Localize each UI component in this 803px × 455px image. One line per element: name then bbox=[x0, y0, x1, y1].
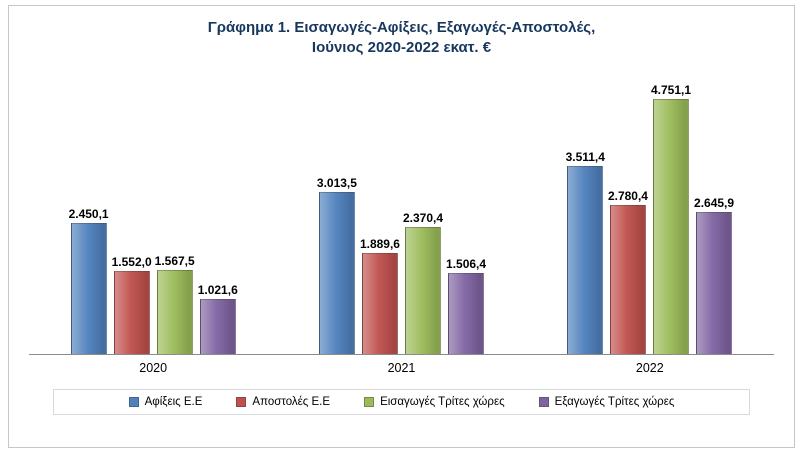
bar-value-label: 2.370,4 bbox=[402, 210, 444, 225]
barwrap: 2.780,4 bbox=[608, 67, 648, 354]
legend-swatch-icon bbox=[128, 396, 139, 407]
bar-series-0-cat-2021 bbox=[318, 191, 355, 354]
bar-series-2-cat-2022 bbox=[653, 98, 689, 354]
x-axis-labels: 2020 2021 2022 bbox=[29, 355, 774, 375]
x-axis-label-2020: 2020 bbox=[139, 360, 168, 375]
chart-legend: Αφίξεις Ε.Ε Αποστολές Ε.Ε Εισαγωγές Τρίτες… bbox=[53, 388, 750, 415]
legend-swatch-icon bbox=[538, 396, 549, 407]
barwrap: 2.370,4 bbox=[403, 67, 443, 354]
legend-label: Εισαγωγές Τρίτες χώρες bbox=[380, 395, 505, 408]
bar-value-label: 1.567,5 bbox=[154, 253, 195, 268]
legend-item-3: Εξαγωγές Τρίτες χώρες bbox=[538, 395, 675, 408]
barwrap: 1.021,6 bbox=[198, 67, 238, 354]
legend-label: Αποστολές Ε.Ε bbox=[252, 395, 331, 408]
barwrap: 3.013,5 bbox=[317, 67, 357, 354]
legend-item-0: Αφίξεις Ε.Ε bbox=[128, 395, 203, 408]
bar-value-label: 1.889,6 bbox=[359, 236, 400, 251]
legend-item-1: Αποστολές Ε.Ε bbox=[236, 396, 330, 408]
barwrap: 4.751,1 bbox=[651, 67, 691, 354]
bar-group-2022: 3.511,4 2.780,4 4.751,1 2.645,9 bbox=[526, 67, 774, 354]
bar-value-label: 3.511,4 bbox=[565, 149, 605, 164]
bar-series-1-cat-2020 bbox=[113, 270, 150, 354]
bar-value-label: 1.552,0 bbox=[111, 254, 152, 269]
legend-item-2: Εισαγωγές Τρίτες χώρες bbox=[364, 396, 505, 408]
barwrap: 1.889,6 bbox=[360, 67, 400, 354]
bar-series-1-cat-2021 bbox=[361, 252, 398, 354]
bar-value-label: 4.751,1 bbox=[650, 82, 692, 97]
chart-frame: Γράφημα 1. Εισαγωγές-Αφίξεις, Εξαγωγές-Α… bbox=[8, 5, 795, 448]
bar-value-label: 3.013,5 bbox=[316, 175, 357, 190]
bar-series-1-cat-2022 bbox=[609, 204, 646, 354]
chart-title: Γράφημα 1. Εισαγωγές-Αφίξεις, Εξαγωγές-Α… bbox=[23, 18, 780, 59]
legend-label: Αφίξεις Ε.Ε bbox=[144, 395, 203, 408]
plot-area: 2.450,1 1.552,0 1.567,5 1.021,6 3.013,5 1.889… bbox=[29, 67, 774, 355]
bar-group-2020: 2.450,1 1.552,0 1.567,5 1.021,6 bbox=[29, 67, 277, 354]
barwrap: 3.511,4 bbox=[566, 67, 605, 354]
bar-group-2021: 3.013,5 1.889,6 2.370,4 1.506,4 bbox=[277, 67, 525, 354]
bar-value-label: 1.506,4 bbox=[446, 256, 487, 271]
bar-series-3-cat-2022 bbox=[696, 211, 733, 354]
legend-swatch-icon bbox=[236, 396, 247, 407]
bar-value-label: 2.780,4 bbox=[607, 188, 648, 203]
bar-series-0-cat-2022 bbox=[567, 165, 604, 354]
barwrap: 1.506,4 bbox=[446, 67, 486, 354]
barwrap: 2.645,9 bbox=[694, 67, 734, 354]
bar-series-2-cat-2020 bbox=[156, 269, 193, 354]
bar-value-label: 2.450,1 bbox=[68, 206, 109, 221]
bar-series-3-cat-2020 bbox=[199, 298, 236, 354]
barwrap: 2.450,1 bbox=[69, 67, 109, 354]
bar-value-label: 1.021,6 bbox=[197, 282, 238, 297]
chart-title-line2: Ιούνιος 2020-2022 εκατ. € bbox=[311, 39, 492, 57]
legend-label: Εξαγωγές Τρίτες χώρες bbox=[554, 395, 675, 408]
legend-swatch-icon bbox=[364, 396, 375, 407]
bar-value-label: 2.645,9 bbox=[694, 195, 735, 210]
x-axis-label-2022: 2022 bbox=[635, 360, 664, 375]
chart-title-line1: Γράφημα 1. Εισαγωγές-Αφίξεις, Εξαγωγές-Α… bbox=[207, 19, 596, 36]
bar-series-0-cat-2020 bbox=[70, 222, 107, 354]
barwrap: 1.567,5 bbox=[155, 67, 195, 354]
bar-series-2-cat-2021 bbox=[405, 226, 441, 354]
bar-series-3-cat-2021 bbox=[448, 272, 485, 354]
barwrap: 1.552,0 bbox=[112, 67, 152, 354]
x-axis-label-2021: 2021 bbox=[387, 360, 416, 375]
